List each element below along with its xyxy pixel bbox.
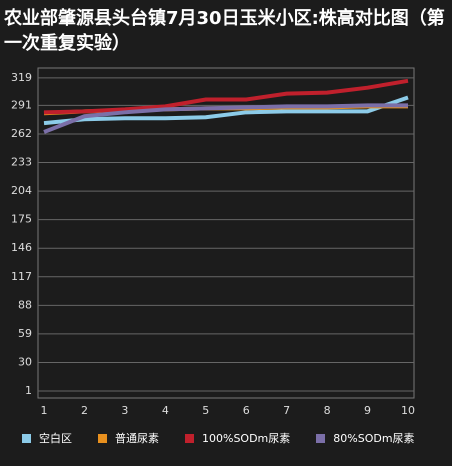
y-tick-label: 117 bbox=[11, 270, 32, 283]
y-tick-label: 233 bbox=[11, 156, 32, 169]
legend-item: 80%SODm尿素 bbox=[316, 430, 415, 446]
legend-label: 100%SODm尿素 bbox=[202, 432, 291, 445]
legend-swatch bbox=[98, 433, 107, 443]
series-line bbox=[43, 78, 409, 115]
x-tick-label: 4 bbox=[162, 404, 169, 417]
x-tick-label: 10 bbox=[401, 404, 415, 417]
x-tick-label: 1 bbox=[41, 404, 48, 417]
x-tick-label: 5 bbox=[202, 404, 209, 417]
y-tick-label: 262 bbox=[11, 127, 32, 140]
legend-swatch bbox=[316, 433, 326, 443]
x-tick-label: 6 bbox=[243, 404, 250, 417]
legend-item: 空白区 bbox=[22, 430, 72, 446]
plot-area bbox=[37, 67, 415, 399]
y-tick-label: 319 bbox=[11, 71, 32, 84]
legend-swatch bbox=[185, 433, 194, 443]
legend-item: 普通尿素 bbox=[98, 430, 159, 446]
legend-label: 普通尿素 bbox=[115, 432, 159, 445]
y-tick-label: 88 bbox=[18, 298, 32, 311]
y-tick-label: 175 bbox=[11, 213, 32, 226]
legend-label: 80%SODm尿素 bbox=[333, 432, 415, 445]
legend-swatch bbox=[22, 433, 31, 443]
x-tick-label: 2 bbox=[81, 404, 88, 417]
y-tick-label: 204 bbox=[11, 184, 32, 197]
legend: 空白区 普通尿素 100%SODm尿素 80%SODm尿素 bbox=[22, 430, 442, 446]
chart-title: 农业部肇源县头台镇7月30日玉米小区:株高对比图（第一次重复实验） bbox=[4, 8, 445, 54]
y-tick-label: 146 bbox=[11, 241, 32, 254]
series-line bbox=[43, 95, 409, 126]
y-tick-label: 291 bbox=[11, 98, 32, 111]
x-tick-label: 9 bbox=[364, 404, 371, 417]
x-tick-label: 3 bbox=[121, 404, 128, 417]
y-tick-label: 1 bbox=[25, 384, 32, 397]
legend-item: 100%SODm尿素 bbox=[185, 430, 290, 446]
x-tick-label: 8 bbox=[324, 404, 331, 417]
y-tick-label: 30 bbox=[18, 355, 32, 368]
legend-label: 空白区 bbox=[39, 432, 72, 445]
y-tick-label: 59 bbox=[18, 327, 32, 340]
series-line bbox=[43, 103, 408, 134]
x-tick-label: 7 bbox=[283, 404, 290, 417]
